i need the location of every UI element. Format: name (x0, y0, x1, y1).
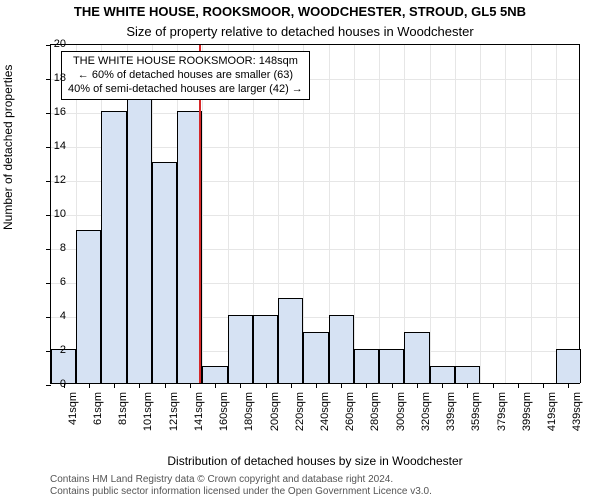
histogram-bar (404, 332, 429, 383)
xtick-label: 379sqm (496, 392, 508, 431)
xtick-label: 300sqm (395, 392, 407, 431)
histogram-bar (329, 315, 354, 383)
xtick-mark (518, 383, 519, 388)
xtick-label: 399sqm (521, 392, 533, 431)
annotation-line2: ← 60% of detached houses are smaller (63… (68, 69, 303, 83)
xtick-mark (543, 383, 544, 388)
ytick-label: 8 (36, 242, 66, 254)
ytick-label: 10 (36, 208, 66, 220)
ytick-label: 20 (36, 38, 66, 50)
xtick-label: 220sqm (294, 392, 306, 431)
xtick-label: 160sqm (218, 392, 230, 431)
ytick-label: 2 (36, 344, 66, 356)
gridline-v (505, 45, 506, 383)
xtick-mark (215, 383, 216, 388)
xtick-mark (165, 383, 166, 388)
footer-line2: Contains public sector information licen… (50, 486, 592, 498)
xtick-label: 81sqm (117, 392, 129, 425)
gridline-v (430, 45, 431, 383)
histogram-bar (354, 349, 379, 383)
histogram-bar (76, 230, 101, 383)
gridline-v (379, 45, 380, 383)
gridline-v (480, 45, 481, 383)
chart-container: THE WHITE HOUSE, ROOKSMOOR, WOODCHESTER,… (0, 0, 600, 500)
chart-title: THE WHITE HOUSE, ROOKSMOOR, WOODCHESTER,… (0, 4, 600, 19)
xtick-label: 240sqm (319, 392, 331, 431)
histogram-bar (127, 94, 152, 383)
ytick-label: 4 (36, 310, 66, 322)
histogram-bar (379, 349, 404, 383)
xtick-mark (366, 383, 367, 388)
ytick-label: 18 (36, 72, 66, 84)
histogram-bar (455, 366, 480, 383)
xtick-label: 101sqm (142, 392, 154, 431)
plot-area: THE WHITE HOUSE ROOKSMOOR: 148sqm ← 60% … (50, 44, 580, 384)
ytick-label: 0 (36, 378, 66, 390)
xtick-mark (89, 383, 90, 388)
xtick-mark (568, 383, 569, 388)
xtick-label: 41sqm (67, 392, 79, 425)
chart-subtitle: Size of property relative to detached ho… (0, 24, 600, 39)
histogram-bar (278, 298, 303, 383)
xtick-label: 121sqm (168, 392, 180, 431)
ytick-label: 6 (36, 276, 66, 288)
xtick-mark (417, 383, 418, 388)
footer-attribution: Contains HM Land Registry data © Crown c… (50, 474, 592, 498)
xtick-label: 359sqm (470, 392, 482, 431)
xtick-mark (316, 383, 317, 388)
x-axis-label: Distribution of detached houses by size … (50, 454, 580, 468)
xtick-label: 280sqm (369, 392, 381, 431)
ytick-label: 12 (36, 174, 66, 186)
footer-line1: Contains HM Land Registry data © Crown c… (50, 474, 592, 486)
annotation-line1: THE WHITE HOUSE ROOKSMOOR: 148sqm (68, 55, 303, 69)
ytick-label: 16 (36, 106, 66, 118)
xtick-mark (139, 383, 140, 388)
xtick-mark (442, 383, 443, 388)
xtick-mark (266, 383, 267, 388)
xtick-mark (392, 383, 393, 388)
histogram-bar (152, 162, 177, 383)
xtick-mark (114, 383, 115, 388)
histogram-bar (228, 315, 253, 383)
histogram-bar (303, 332, 328, 383)
gridline-v (556, 45, 557, 383)
gridline-v (531, 45, 532, 383)
histogram-bar (202, 366, 227, 383)
xtick-mark (341, 383, 342, 388)
xtick-label: 141sqm (193, 392, 205, 431)
annotation-box: THE WHITE HOUSE ROOKSMOOR: 148sqm ← 60% … (61, 51, 310, 100)
histogram-bar (253, 315, 278, 383)
xtick-mark (190, 383, 191, 388)
xtick-mark (240, 383, 241, 388)
histogram-bar (430, 366, 455, 383)
histogram-bar (556, 349, 581, 383)
xtick-label: 320sqm (420, 392, 432, 431)
histogram-bar (101, 111, 126, 383)
ytick-label: 14 (36, 140, 66, 152)
y-axis-label: Number of detached properties (1, 65, 15, 230)
xtick-label: 419sqm (546, 392, 558, 431)
xtick-mark (467, 383, 468, 388)
xtick-mark (493, 383, 494, 388)
gridline-v (354, 45, 355, 383)
gridline-v (455, 45, 456, 383)
xtick-label: 180sqm (243, 392, 255, 431)
xtick-label: 61sqm (92, 392, 104, 425)
xtick-label: 260sqm (344, 392, 356, 431)
xtick-label: 339sqm (445, 392, 457, 431)
xtick-label: 200sqm (269, 392, 281, 431)
xtick-mark (291, 383, 292, 388)
xtick-label: 439sqm (571, 392, 583, 431)
annotation-line3: 40% of semi-detached houses are larger (… (68, 83, 303, 97)
